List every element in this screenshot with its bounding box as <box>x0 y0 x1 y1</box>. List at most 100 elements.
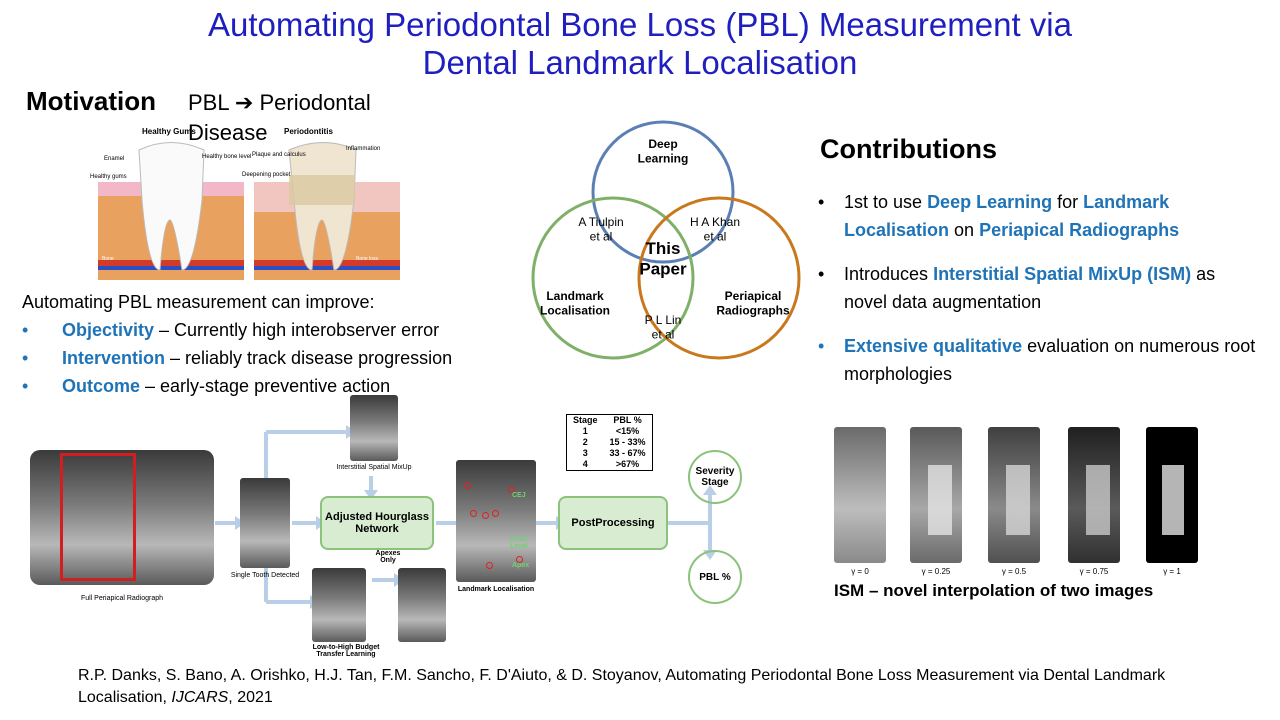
venn-right-overlap: H A Khan et al <box>690 215 740 243</box>
healthy-gums-title: Healthy Gums <box>142 127 196 136</box>
citation: R.P. Danks, S. Bano, A. Orishko, H.J. Ta… <box>78 665 1238 709</box>
slide-title: Automating Periodontal Bone Loss (PBL) M… <box>0 6 1280 82</box>
contribution-item: • Introduces Interstitial Spatial MixUp (… <box>818 260 1258 316</box>
venn-label-line: H A Khan <box>690 215 740 229</box>
contribution-text: as novel data augmentation <box>844 264 1216 312</box>
stage-cell: 1 <box>582 426 588 436</box>
pbl-label: PBL <box>188 90 229 115</box>
bullet-icon: • <box>818 336 825 356</box>
contributions-heading: Contributions <box>820 134 997 164</box>
severity-stage-circle: Severity Stage <box>688 450 742 504</box>
improvement-item: • Intervention – reliably track disease p… <box>22 348 453 368</box>
pbl-cell: >67% <box>615 459 640 469</box>
ism-patch-3 <box>1086 465 1110 535</box>
ism-patch-1 <box>928 465 952 535</box>
landmark-marker <box>516 556 523 563</box>
cej-label: CEJ <box>512 492 526 499</box>
pbl-header: PBL % <box>613 415 642 425</box>
improvement-text: – Currently high interobserver error <box>154 320 440 340</box>
enamel-label: Enamel <box>104 156 124 162</box>
stage-cell: 2 <box>582 437 588 447</box>
venn-label-line: et al <box>704 229 727 243</box>
periodontitis-title: Periodontitis <box>284 127 333 136</box>
contributions-list: • 1st to use Deep Learning for Landmark L… <box>818 188 1258 404</box>
contribution-highlight: Periapical Radiographs <box>979 220 1180 240</box>
venn-label-line: Landmark <box>546 289 604 303</box>
venn-label-line: A Tiulpin <box>578 215 623 229</box>
improvement-item: • Objectivity – Currently high interobser… <box>22 320 440 340</box>
transfer-learning-caption: Low-to-High Budget Transfer Learning <box>312 644 380 658</box>
bone-level-label: Bone Level <box>510 536 528 550</box>
contribution-text: 1st to use <box>844 192 928 212</box>
transfer-image-b <box>398 568 446 642</box>
bone-loss-label: Bone loss <box>356 256 378 262</box>
stage-cell: 3 <box>582 448 588 458</box>
venn-top-label: Deep Learning <box>638 137 689 165</box>
ism-strip: γ = 0 γ = 0.25 γ = 0.5 γ = 0.75 γ = 1 <box>834 427 1200 577</box>
bullet-icon: • <box>818 264 825 284</box>
landmark-marker <box>482 512 489 519</box>
plaque-label: Plaque and calculus <box>252 152 306 158</box>
contribution-highlight: Interstitial Spatial MixUp (ISM) <box>933 264 1192 284</box>
motivation-heading: Motivation <box>26 86 156 116</box>
improvement-text: – early-stage preventive action <box>140 376 391 396</box>
pbl-cell: 33 - 67% <box>609 448 646 458</box>
tooth-illustration: Healthy Gums Periodontitis Enamel Health… <box>90 127 400 280</box>
contribution-highlight: Deep Learning <box>927 192 1053 212</box>
venn-label-line: Localisation <box>540 303 610 317</box>
title-line-1: Automating Periodontal Bone Loss (PBL) M… <box>208 6 1072 43</box>
venn-circle-deep-learning <box>591 120 735 264</box>
improvement-text: – reliably track disease progression <box>165 348 453 368</box>
venn-label-line: Deep <box>648 137 677 151</box>
ism-frame-0 <box>834 427 886 563</box>
stage-cell: 4 <box>582 459 588 469</box>
pbl-circle: PBL % <box>688 550 742 604</box>
landmark-caption: Landmark Localisation <box>457 586 535 593</box>
landmark-marker <box>492 510 499 517</box>
landmark-marker <box>470 510 477 517</box>
gamma-label: γ = 0 <box>851 567 869 576</box>
arrow-right-icon: ➔ <box>234 90 254 115</box>
perio-tooth <box>288 142 357 271</box>
venn-label-line: Radiographs <box>716 303 790 317</box>
venn-label-line: Learning <box>638 151 689 165</box>
venn-center-label: This Paper <box>639 239 687 278</box>
periodontal-disease-label: Periodontal Disease <box>188 90 371 145</box>
landmark-marker <box>508 486 515 493</box>
citation-year: , 2021 <box>228 689 273 706</box>
venn-label-line: et al <box>652 327 675 341</box>
healthy-tooth <box>138 142 205 271</box>
motivation-subtitle: PBL ➔ Periodontal Disease <box>188 88 418 148</box>
ism-patch-4 <box>1162 465 1184 535</box>
landmark-marker <box>486 562 493 569</box>
venn-circle-landmark <box>531 196 695 360</box>
plaque-area <box>289 175 355 205</box>
title-line-2: Dental Landmark Localisation <box>422 44 858 81</box>
perio-nerve <box>254 266 400 270</box>
contribution-text: for <box>1052 192 1084 212</box>
bullet-icon: • <box>818 192 825 212</box>
apex-label: Apex <box>512 562 530 569</box>
stage-table: Stage PBL % 1 <15% 2 15 - 33% 3 33 - 67% 4 >6… <box>566 414 653 471</box>
venn-left-overlap: A Tiulpin et al <box>578 215 623 243</box>
landmark-marker <box>464 482 471 489</box>
improvement-term: Objectivity <box>62 320 155 340</box>
ism-image <box>350 395 398 461</box>
healthy-nerve <box>98 266 244 270</box>
bone-label: Bone <box>102 256 114 262</box>
venn-right-label: Periapical Radiographs <box>716 289 790 317</box>
citation-journal: IJCARS <box>171 689 229 706</box>
venn-label-line: Paper <box>639 259 687 278</box>
pbl-cell: <15% <box>615 426 640 436</box>
venn-bottom-overlap: P L Lin et al <box>645 313 682 341</box>
postprocessing-box: PostProcessing <box>558 496 668 550</box>
pipeline-diagram: Full Periapical Radiograph Single Tooth … <box>20 390 830 660</box>
contribution-highlight: Landmark Localisation <box>844 192 1170 240</box>
contribution-text: on <box>949 220 980 240</box>
pbl-cell: 15 - 33% <box>609 437 646 447</box>
healthy-vessel <box>98 260 244 266</box>
stage-header: Stage <box>573 415 598 425</box>
hourglass-network-box: Adjusted Hourglass Network <box>320 496 434 550</box>
venn-label-line: This <box>646 239 681 258</box>
improvement-intro: Automating PBL measurement can improve: <box>22 292 375 312</box>
